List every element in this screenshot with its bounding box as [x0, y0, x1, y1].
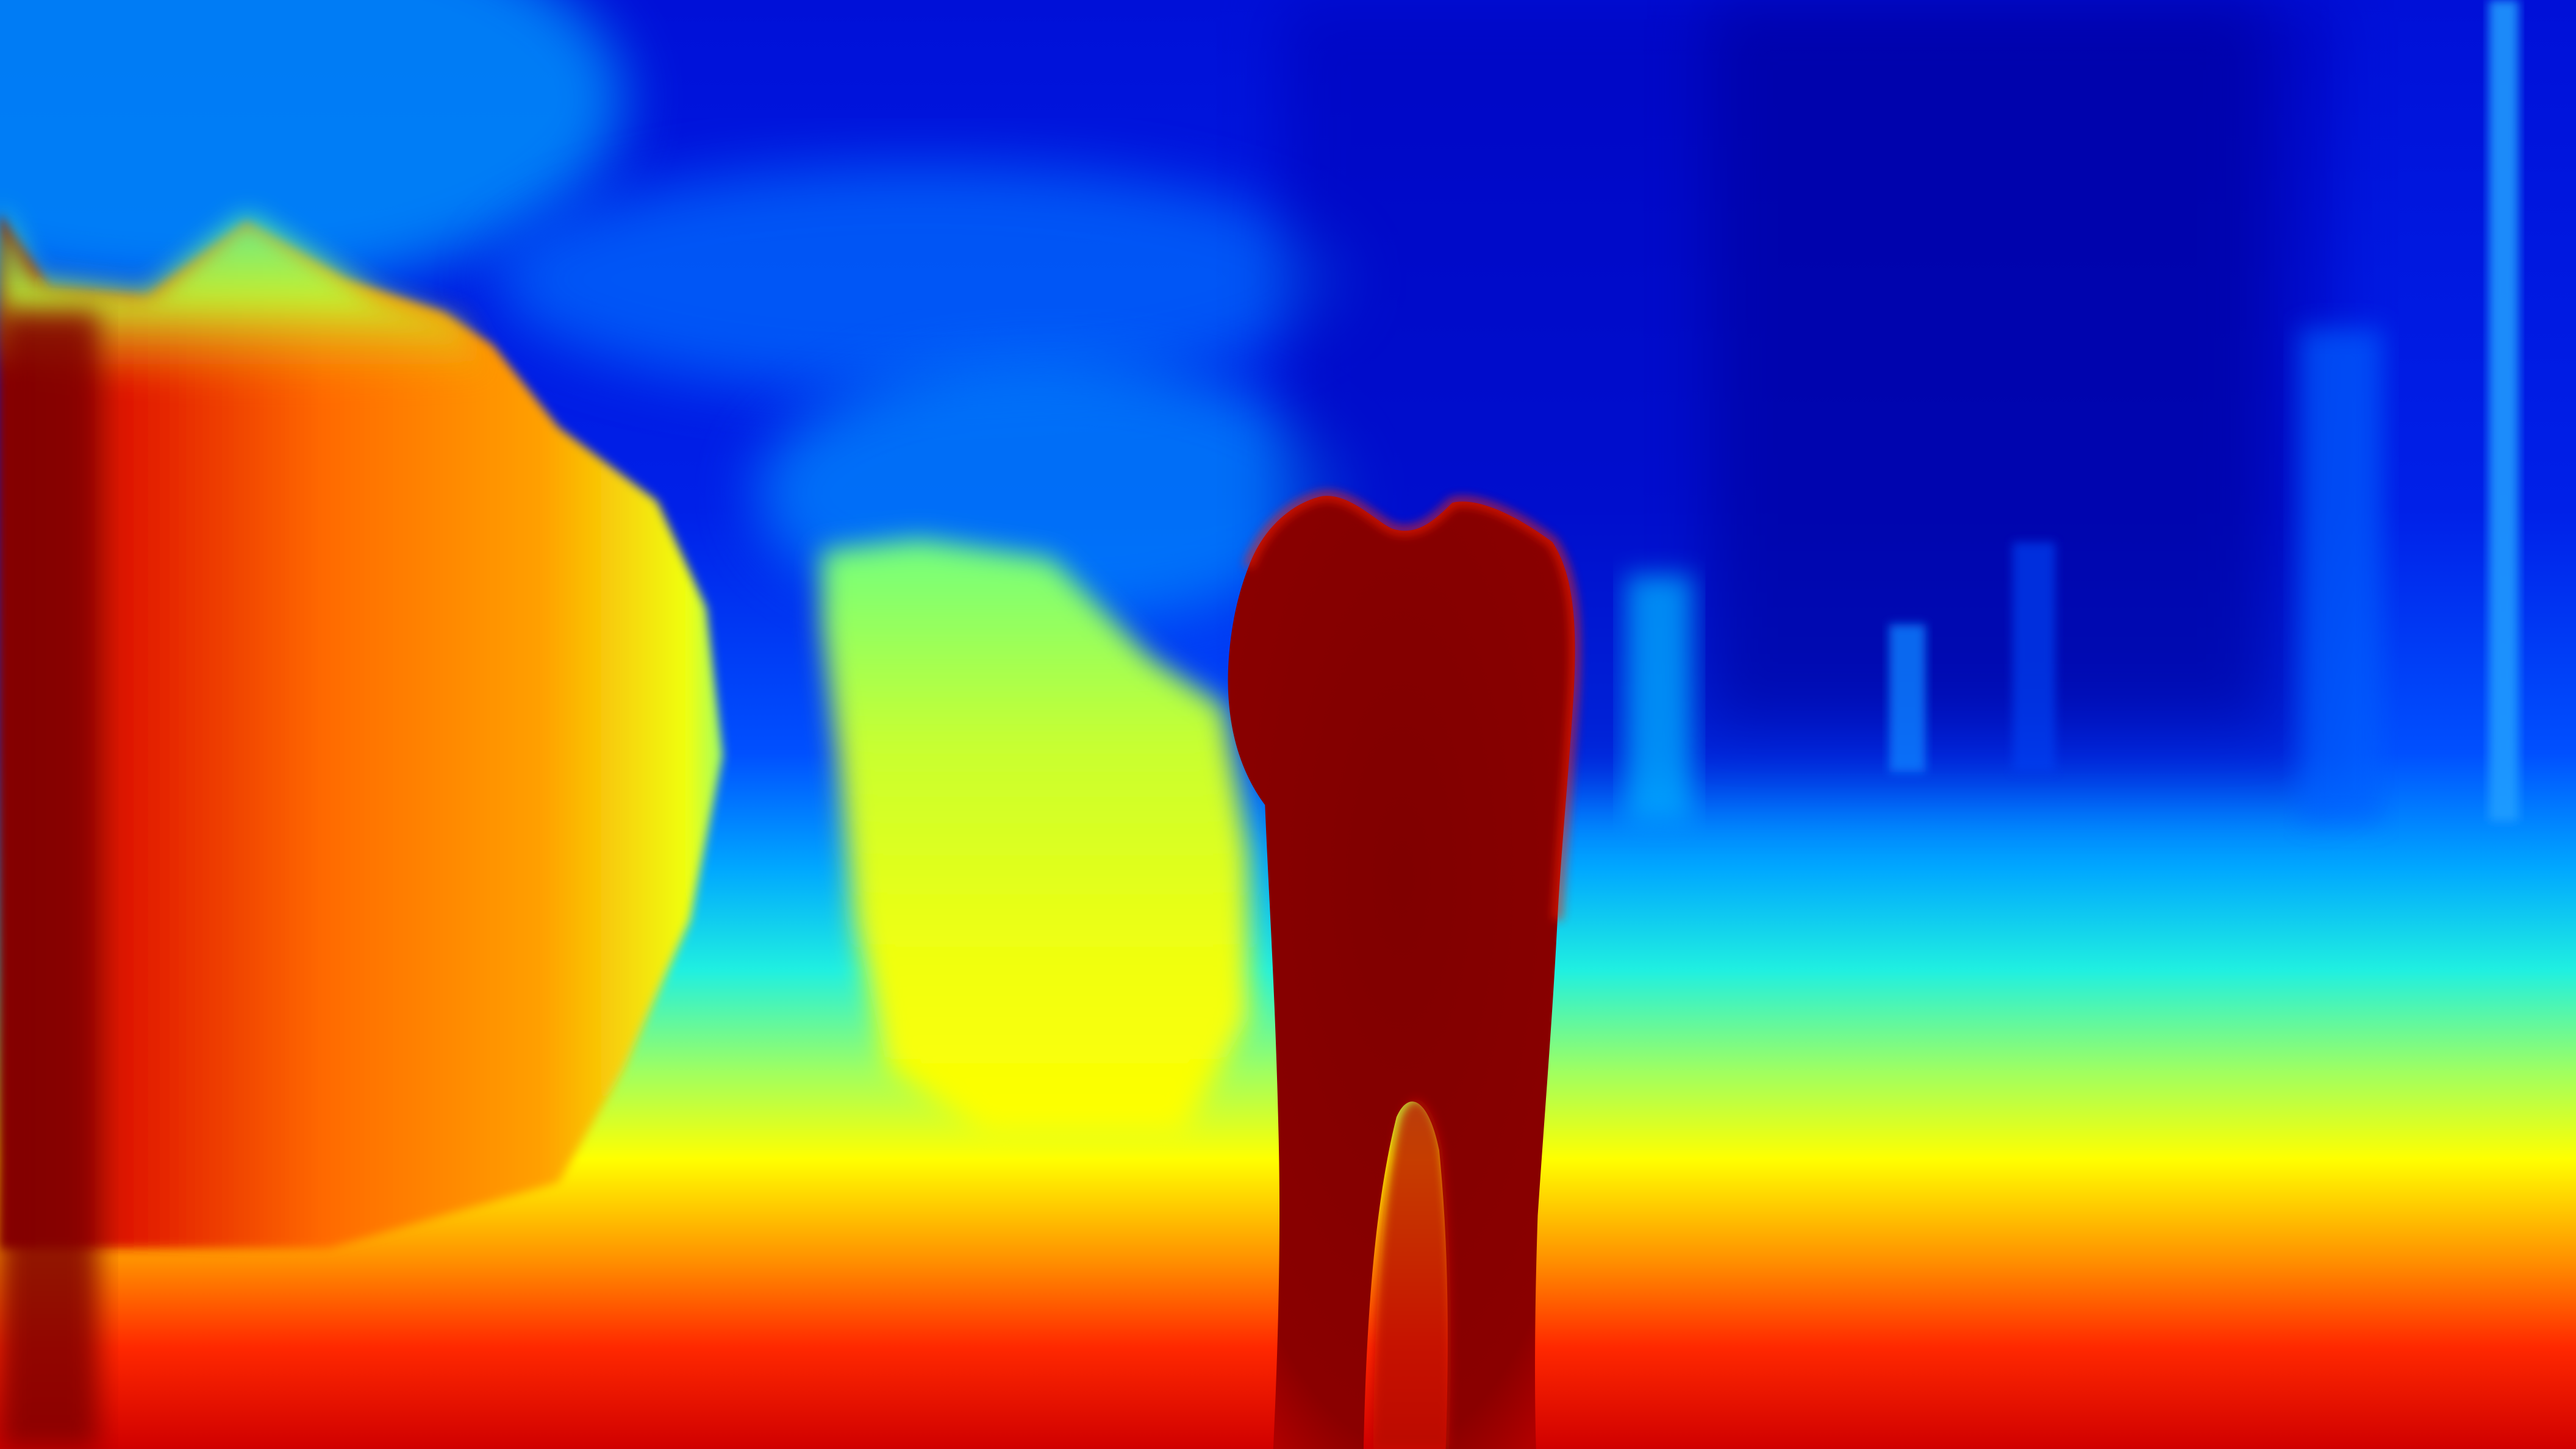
right-distant-pillar	[2300, 328, 2383, 821]
far-dark-region-2	[1708, 0, 2267, 723]
middle-rock-formation	[821, 538, 1249, 1134]
right-distant-pillar	[1889, 624, 1926, 773]
foreground-figure-rim	[1243, 491, 1580, 920]
left-rock-top-edge	[0, 205, 493, 395]
sky-haze-left	[0, 0, 624, 296]
right-distant-pillar	[1626, 574, 1692, 821]
right-distant-pillar	[2012, 542, 2056, 773]
left-rock-dark-edge	[0, 312, 99, 1449]
left-rock-formation	[0, 213, 723, 1249]
sky-haze-mid	[493, 164, 1347, 395]
right-distant-pillar	[2489, 0, 2519, 821]
foreground-figure	[1228, 496, 1575, 1449]
foreground-figure-gap	[1373, 1099, 1451, 1449]
